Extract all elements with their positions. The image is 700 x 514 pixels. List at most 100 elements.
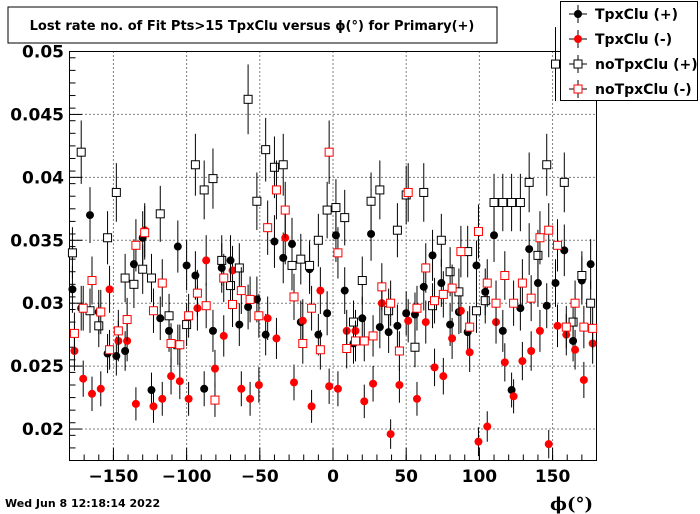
x-tick-label: 150 <box>535 467 571 487</box>
data-point <box>158 394 167 403</box>
data-point <box>157 278 167 288</box>
data-point <box>280 205 290 215</box>
legend-marker <box>574 35 582 43</box>
data-point <box>359 336 369 346</box>
timestamp: Wed Jun 8 12:18:14 2022 <box>5 497 160 510</box>
data-point <box>315 345 325 355</box>
data-point <box>111 187 121 197</box>
data-point <box>551 59 561 69</box>
data-point <box>500 271 510 281</box>
data-point <box>261 145 271 155</box>
data-point <box>367 229 376 238</box>
data-point <box>322 205 332 215</box>
x-tick-label: −150 <box>89 467 139 487</box>
data-point <box>184 311 194 321</box>
y-tick-label: 0.045 <box>10 105 64 125</box>
series-0 <box>68 187 595 408</box>
data-point <box>323 309 332 318</box>
y-tick-label: 0.03 <box>22 294 64 314</box>
data-point <box>509 392 518 401</box>
data-point <box>298 316 307 325</box>
data-point <box>105 345 115 355</box>
legend-marker <box>573 84 583 94</box>
data-point <box>500 358 509 367</box>
data-point <box>199 185 209 195</box>
data-point <box>243 94 253 104</box>
data-point <box>190 160 200 170</box>
data-point <box>436 235 446 245</box>
data-point <box>121 347 130 356</box>
data-point <box>542 160 552 170</box>
data-point <box>208 326 217 335</box>
y-tick-label: 0.035 <box>10 231 64 251</box>
legend-label: TpxClu (-) <box>595 32 672 48</box>
data-point <box>289 292 299 302</box>
data-point <box>403 187 413 197</box>
data-point <box>182 261 191 270</box>
data-point <box>307 402 316 411</box>
data-points <box>67 27 598 459</box>
data-point <box>561 322 571 332</box>
series-2 <box>67 27 596 368</box>
data-point <box>517 278 527 288</box>
data-point <box>489 198 499 208</box>
data-point <box>278 160 288 170</box>
data-point <box>357 276 367 286</box>
data-point <box>175 340 185 350</box>
data-point <box>235 320 244 329</box>
data-point <box>155 209 165 219</box>
data-point <box>149 402 158 411</box>
data-point <box>175 377 184 386</box>
x-tick-labels: −150 −100 −50 0 50 100 150 <box>89 467 571 487</box>
data-point <box>147 386 156 395</box>
data-point <box>571 345 580 354</box>
legend-label: TpxClu (+) <box>595 7 678 23</box>
data-point <box>96 384 105 393</box>
data-point <box>358 314 367 323</box>
title-box <box>7 6 498 44</box>
legend-marker <box>574 10 582 18</box>
data-point <box>184 394 193 403</box>
data-point <box>474 437 483 446</box>
data-point <box>384 306 394 316</box>
data-point <box>568 317 578 327</box>
data-point <box>533 250 543 260</box>
x-tick-label: 50 <box>394 467 418 487</box>
data-point <box>103 233 113 243</box>
data-point <box>210 364 219 373</box>
data-point <box>167 372 176 381</box>
data-point <box>438 289 448 299</box>
data-point <box>421 318 430 327</box>
data-point <box>182 320 192 330</box>
data-point <box>237 384 246 393</box>
data-point <box>148 306 158 316</box>
legend-label: noTpxClu (-) <box>595 82 692 98</box>
data-point <box>316 286 325 295</box>
data-point <box>263 314 272 323</box>
data-point <box>386 430 395 439</box>
data-point <box>553 321 562 330</box>
data-point <box>447 283 457 293</box>
data-point <box>173 242 182 251</box>
data-point <box>456 306 465 315</box>
data-point <box>129 279 139 289</box>
data-point <box>446 320 455 329</box>
data-point <box>509 298 519 308</box>
data-point <box>551 279 560 288</box>
data-point <box>131 399 140 408</box>
data-point <box>270 237 279 246</box>
data-point <box>122 315 132 325</box>
data-point <box>340 213 350 223</box>
data-point <box>483 422 492 431</box>
data-point <box>254 380 263 389</box>
data-point <box>570 298 580 308</box>
data-point <box>94 321 104 331</box>
series-1 <box>70 203 597 459</box>
data-point <box>421 263 431 273</box>
data-point <box>498 326 507 335</box>
data-point <box>269 162 279 172</box>
y-tick-label: 0.05 <box>22 43 64 63</box>
data-point <box>386 298 396 308</box>
data-point <box>120 273 130 283</box>
data-point <box>146 273 156 283</box>
